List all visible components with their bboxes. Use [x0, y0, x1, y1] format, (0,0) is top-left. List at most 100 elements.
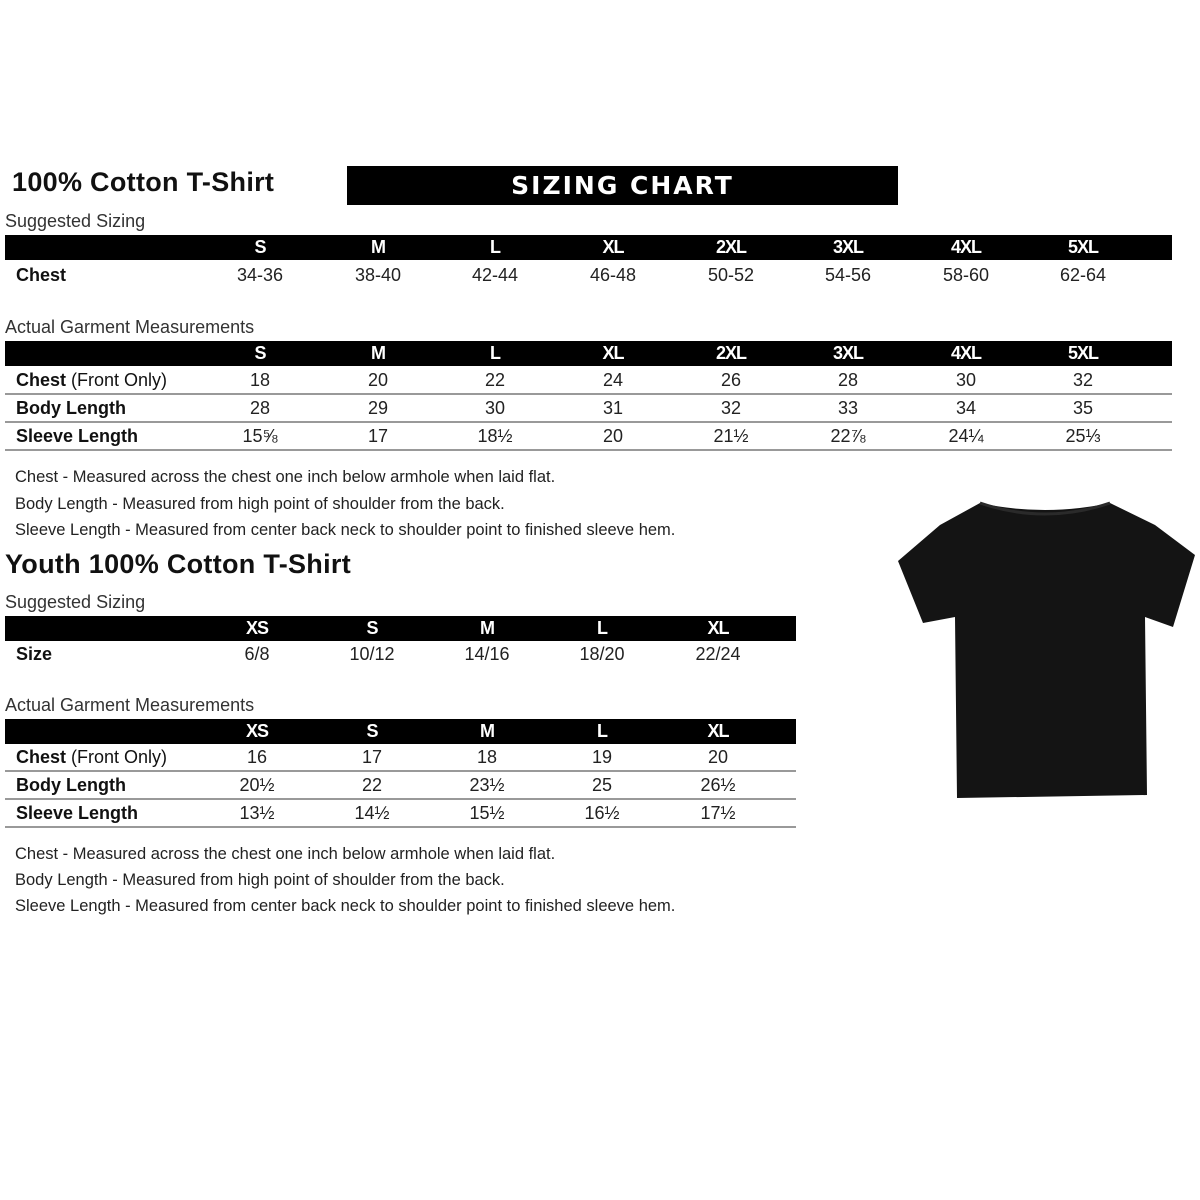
size-header-l: L — [490, 343, 501, 363]
size-header-bar: S M L XL 2XL 3XL 4XL 5XL — [5, 235, 1172, 260]
table-cell: 14½ — [354, 803, 390, 823]
table-cell: 23½ — [469, 775, 505, 795]
table-cell: 34 — [955, 398, 977, 418]
row-label: Body Length — [16, 398, 126, 419]
row-label-text: Sleeve Length — [16, 803, 139, 823]
adult-note-chest: Chest - Measured across the chest one in… — [15, 468, 556, 486]
size-header-m: M — [480, 618, 495, 638]
size-header-xl: XL — [707, 618, 729, 638]
size-header-s: S — [366, 721, 378, 741]
table-cell: 32 — [720, 398, 742, 418]
row-label-text: Chest — [16, 747, 67, 767]
size-header-s: S — [366, 618, 378, 638]
youth-suggested-label: Suggested Sizing — [5, 592, 146, 612]
row-label-text: Body Length — [16, 398, 126, 418]
table-cell: 22/24 — [695, 644, 741, 664]
table-cell: 29 — [367, 398, 389, 418]
table-cell: 28 — [837, 370, 859, 390]
table-cell: 58-60 — [942, 265, 990, 285]
size-header-2xl: 2XL — [715, 343, 747, 363]
youth-actual-label: Actual Garment Measurements — [5, 695, 255, 715]
size-header-4xl: 4XL — [950, 237, 982, 257]
table-cell: 6/8 — [244, 644, 270, 664]
table-cell: 16 — [246, 747, 268, 767]
size-header-3xl: 3XL — [832, 343, 864, 363]
table-cell: 62-64 — [1059, 265, 1107, 285]
size-header-l: L — [597, 721, 608, 741]
youth-note-body-length: Body Length - Measured from high point o… — [15, 871, 505, 889]
table-cell: 18 — [249, 370, 271, 390]
row-divider — [5, 826, 796, 828]
table-cell: 24¼ — [948, 426, 984, 446]
size-header-xl: XL — [602, 237, 624, 257]
table-cell: 18 — [476, 747, 498, 767]
row-divider — [5, 770, 796, 772]
table-cell: 25⅓ — [1065, 426, 1101, 446]
adult-actual-label: Actual Garment Measurements — [5, 317, 255, 337]
table-cell: 32 — [1072, 370, 1094, 390]
row-divider — [5, 421, 1172, 423]
table-cell: 15⅝ — [242, 426, 278, 446]
size-header-3xl: 3XL — [832, 237, 864, 257]
size-header-xl: XL — [602, 343, 624, 363]
sizing-chart-banner: SIZING CHART — [347, 166, 898, 205]
row-divider — [5, 798, 796, 800]
table-cell: 28 — [249, 398, 271, 418]
table-cell: 26½ — [700, 775, 736, 795]
youth-note-sleeve-length: Sleeve Length - Measured from center bac… — [15, 897, 676, 915]
row-divider — [5, 449, 1172, 451]
table-cell: 30 — [955, 370, 977, 390]
table-cell: 38-40 — [354, 265, 402, 285]
youth-title: Youth 100% Cotton T-Shirt — [5, 549, 351, 579]
adult-title: 100% Cotton T-Shirt — [12, 167, 275, 197]
size-header-5xl: 5XL — [1067, 343, 1099, 363]
size-header-xs: XS — [245, 721, 269, 741]
size-header-bar: S M L XL 2XL 3XL 4XL 5XL — [5, 341, 1172, 366]
row-label: Chest (Front Only) — [16, 747, 167, 768]
table-cell: 21½ — [713, 426, 749, 446]
table-cell: 24 — [602, 370, 624, 390]
table-cell: 15½ — [469, 803, 505, 823]
table-cell: 20 — [602, 426, 624, 446]
size-header-5xl: 5XL — [1067, 237, 1099, 257]
adult-note-body-length: Body Length - Measured from high point o… — [15, 495, 505, 513]
table-cell: 33 — [837, 398, 859, 418]
row-divider — [5, 393, 1172, 395]
table-cell: 42-44 — [471, 265, 519, 285]
tshirt-image — [898, 501, 1195, 798]
table-cell: 30 — [484, 398, 506, 418]
row-label: Chest — [16, 265, 66, 286]
youth-note-chest: Chest - Measured across the chest one in… — [15, 845, 556, 863]
table-cell: 17½ — [700, 803, 736, 823]
table-cell: 25 — [591, 775, 613, 795]
table-cell: 17 — [367, 426, 389, 446]
table-cell: 35 — [1072, 398, 1094, 418]
size-header-bar: XS S M L XL — [5, 719, 796, 744]
table-cell: 18/20 — [579, 644, 625, 664]
table-cell: 18½ — [477, 426, 513, 446]
table-cell: 22 — [361, 775, 383, 795]
size-header-xs: XS — [245, 618, 269, 638]
size-header-4xl: 4XL — [950, 343, 982, 363]
row-label-text: Chest — [16, 370, 67, 390]
table-cell: 20 — [367, 370, 389, 390]
size-header-bar: XS S M L XL — [5, 616, 796, 641]
table-cell: 54-56 — [824, 265, 872, 285]
size-header-m: M — [371, 237, 386, 257]
row-label-text: Sleeve Length — [16, 426, 139, 446]
table-cell: 14/16 — [464, 644, 510, 664]
table-cell: 13½ — [239, 803, 275, 823]
table-cell: 26 — [720, 370, 742, 390]
size-header-s: S — [254, 343, 266, 363]
size-header-l: L — [490, 237, 501, 257]
table-cell: 31 — [602, 398, 624, 418]
row-label-note: (Front Only) — [71, 747, 168, 767]
table-cell: 22⅞ — [830, 426, 866, 446]
row-label: Chest (Front Only) — [16, 370, 167, 391]
adult-suggested-label: Suggested Sizing — [5, 211, 146, 231]
table-cell: 17 — [361, 747, 383, 767]
size-header-xl: XL — [707, 721, 729, 741]
row-label-text: Body Length — [16, 775, 126, 795]
table-cell: 10/12 — [349, 644, 395, 664]
row-label: Sleeve Length — [16, 426, 138, 447]
